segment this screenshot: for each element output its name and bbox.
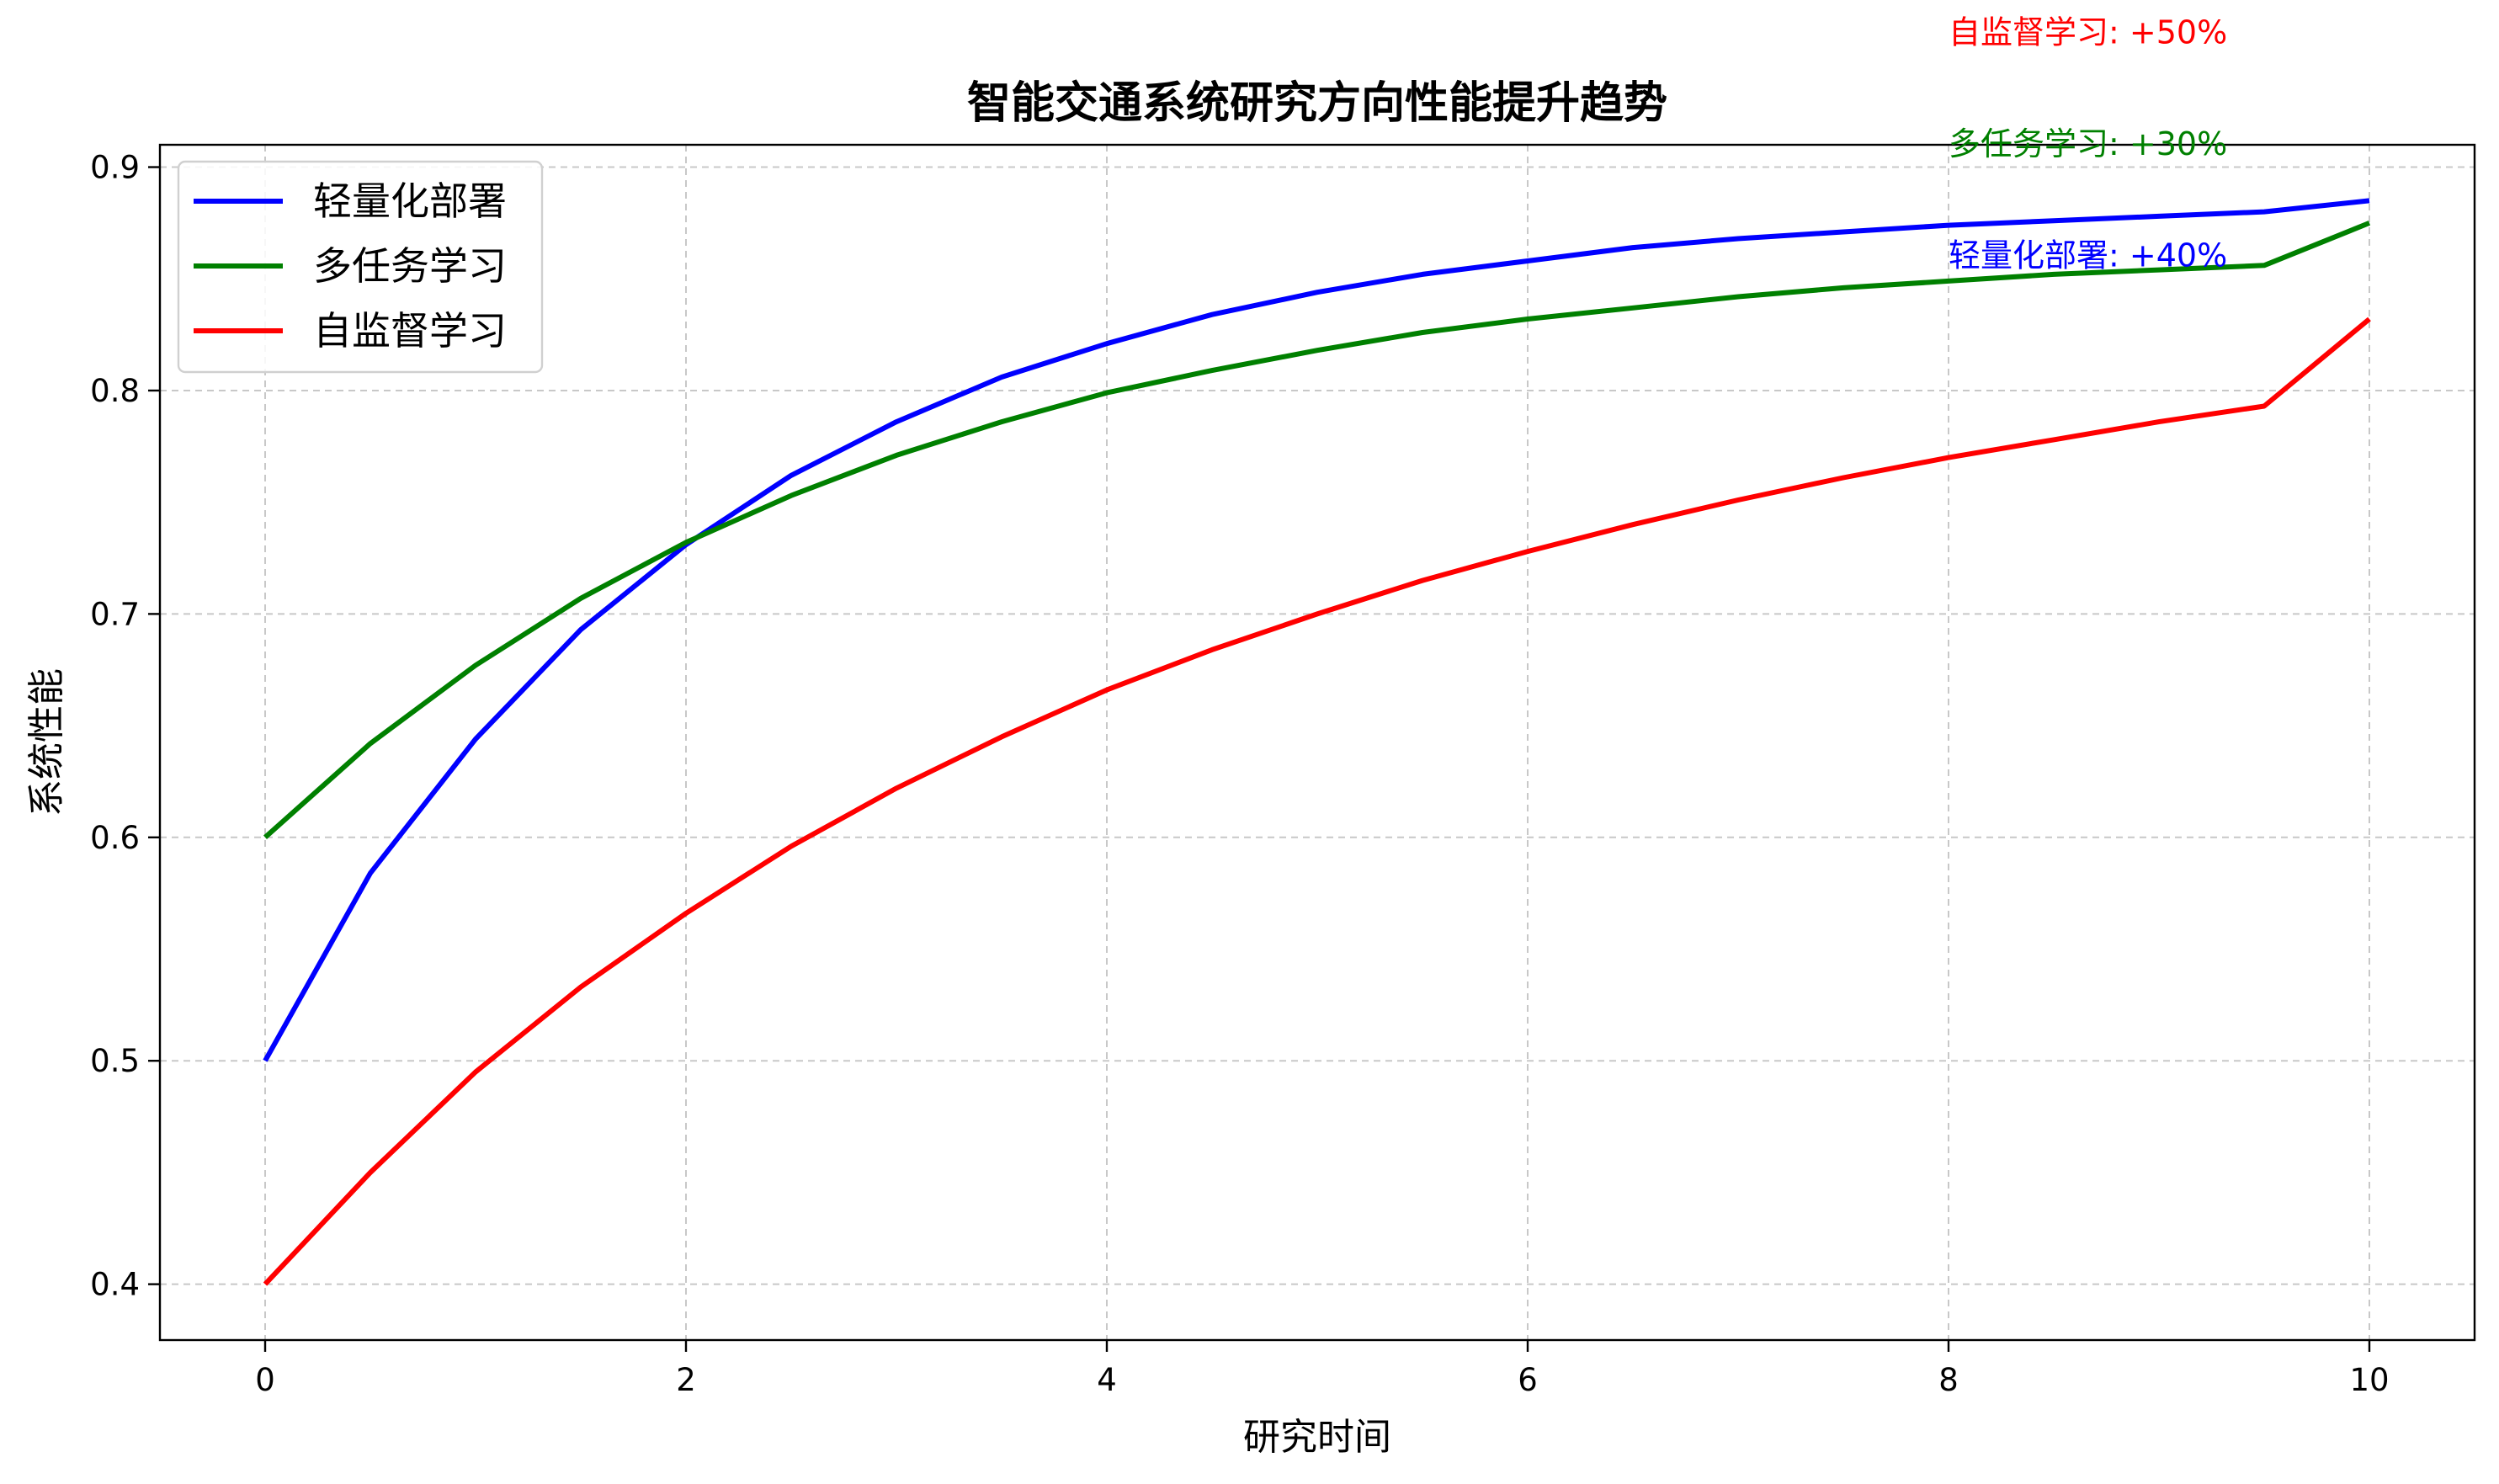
- y-tick-label: 0.5: [90, 1043, 140, 1079]
- x-tick-label: 8: [1938, 1362, 1959, 1398]
- series-line-1: [263, 221, 2371, 840]
- annotations: 自监督学习: +50% 多任务学习: +30% 轻量化部署: +40%: [1949, 13, 2227, 274]
- y-tick-label: 0.7: [90, 596, 140, 632]
- y-tick-label: 0.9: [90, 150, 140, 186]
- y-tick-label: 0.8: [90, 373, 140, 409]
- y-tick-label: 0.6: [90, 820, 140, 856]
- legend-label: 自监督学习: [313, 308, 507, 354]
- annotation-label: 轻量化部署: +40%: [1949, 237, 2227, 274]
- legend-label: 多任务学习: [313, 243, 507, 289]
- x-tick-label: 10: [2349, 1362, 2389, 1398]
- annotation-label: 多任务学习: +30%: [1949, 125, 2227, 162]
- x-axis-label: 研究时间: [1243, 1416, 1391, 1459]
- x-tick-label: 2: [676, 1362, 696, 1398]
- x-tick-label: 0: [255, 1362, 275, 1398]
- y-tick-label: 0.4: [90, 1267, 140, 1303]
- y-axis-label: 系统性能: [25, 668, 68, 816]
- chart-title: 智能交通系统研究方向性能提升趋势: [967, 78, 1667, 129]
- legend-box: [177, 160, 544, 374]
- x-tick-label: 6: [1518, 1362, 1538, 1398]
- annotation-label: 自监督学习: +50%: [1949, 13, 2227, 51]
- series-line-2: [263, 316, 2371, 1286]
- y-axis: 0.4 0.5 0.6 0.7 0.8 0.9: [90, 150, 160, 1303]
- legend-label: 轻量化部署: [313, 178, 507, 224]
- plot-area-frame: [158, 143, 2476, 1342]
- x-tick-label: 4: [1097, 1362, 1117, 1398]
- series-line-0: [263, 198, 2370, 1062]
- x-axis: 0 2 4 6 8 10: [255, 1340, 2390, 1398]
- series-lines: [263, 198, 2371, 1286]
